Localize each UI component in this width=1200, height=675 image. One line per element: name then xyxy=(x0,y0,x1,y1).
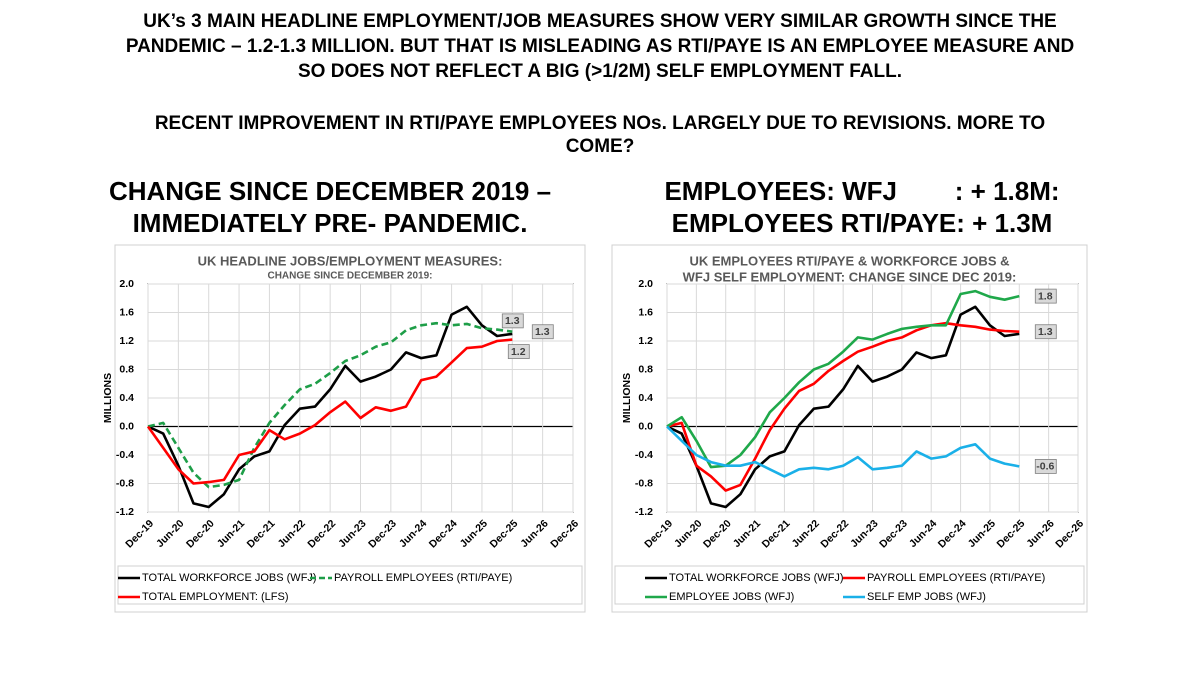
legend-label: PAYROLL EMPLOYEES (RTI/PAYE) xyxy=(867,572,1045,584)
legend-label: PAYROLL EMPLOYEES (RTI/PAYE) xyxy=(334,572,512,584)
series-line xyxy=(666,305,1020,509)
y-tick-label: 0.4 xyxy=(638,392,653,404)
value-label-box xyxy=(1034,324,1057,340)
chart-title: UK EMPLOYEES RTI/PAYE & WORKFORCE JOBS & xyxy=(690,253,1010,268)
value-label: 1.3 xyxy=(535,326,550,338)
y-axis-label: MILLIONS xyxy=(102,373,114,423)
legend-label: SELF EMP JOBS (WFJ) xyxy=(867,591,986,603)
headline: SO DOES NOT REFLECT A BIG (>1/2M) SELF E… xyxy=(298,61,902,82)
y-tick-label: -1.2 xyxy=(635,506,653,518)
legend-label: TOTAL EMPLOYMENT: (LFS) xyxy=(142,591,289,603)
y-axis-label: MILLIONS xyxy=(621,373,633,423)
y-tick-label: -0.8 xyxy=(635,477,653,489)
section-heading: IMMEDIATELY PRE- PANDEMIC. xyxy=(133,208,528,238)
value-label: 1.3 xyxy=(505,315,520,327)
section-heading: CHANGE SINCE DECEMBER 2019 – xyxy=(109,176,551,206)
headline: UK’s 3 MAIN HEADLINE EMPLOYMENT/JOB MEAS… xyxy=(143,11,1056,32)
y-tick-label: -0.4 xyxy=(635,449,653,461)
subheadline: RECENT IMPROVEMENT IN RTI/PAYE EMPLOYEES… xyxy=(155,113,1045,134)
y-tick-label: 0.4 xyxy=(119,392,134,404)
y-tick-label: 2.0 xyxy=(119,278,134,290)
series-line xyxy=(666,321,1020,492)
headline: PANDEMIC – 1.2-1.3 MILLION. BUT THAT IS … xyxy=(126,36,1074,57)
section-heading: EMPLOYEES: WFJ : + 1.8M: xyxy=(664,176,1059,206)
legend-frame xyxy=(614,565,1085,605)
y-tick-label: -0.4 xyxy=(116,449,134,461)
y-tick-label: 1.6 xyxy=(638,306,653,318)
y-tick-label: 0.0 xyxy=(638,420,653,432)
y-tick-label: 1.2 xyxy=(638,335,653,347)
y-tick-label: 0.8 xyxy=(119,363,134,375)
y-tick-label: 0.8 xyxy=(638,363,653,375)
value-label-box xyxy=(507,344,530,359)
subheadline: COME? xyxy=(566,136,635,157)
value-label: 1.2 xyxy=(511,346,526,358)
value-label-box xyxy=(1034,288,1057,304)
legend-label: TOTAL WORKFORCE JOBS (WFJ) xyxy=(142,572,317,584)
value-label-box xyxy=(1034,458,1057,474)
legend-label: TOTAL WORKFORCE JOBS (WFJ) xyxy=(669,572,844,584)
chart-title: UK HEADLINE JOBS/EMPLOYMENT MEASURES: xyxy=(198,253,503,268)
y-tick-label: 1.2 xyxy=(119,335,134,347)
chart-title: WFJ SELF EMPLOYMENT: CHANGE SINCE DEC 20… xyxy=(683,269,1017,284)
value-label: -0.6 xyxy=(1036,461,1054,473)
y-tick-label: 2.0 xyxy=(638,278,653,290)
series-line xyxy=(146,338,513,485)
legend-frame xyxy=(117,565,583,605)
section-heading: EMPLOYEES RTI/PAYE: + 1.3M xyxy=(672,208,1053,238)
y-tick-label: -1.2 xyxy=(116,506,134,518)
value-label-box xyxy=(501,313,524,329)
y-tick-label: 0.0 xyxy=(119,420,134,432)
series-line xyxy=(147,321,513,489)
value-label: 1.8 xyxy=(1038,290,1053,302)
series-line xyxy=(147,305,513,509)
y-tick-label: 1.6 xyxy=(119,306,134,318)
chart-frame xyxy=(114,244,586,613)
value-label: 1.3 xyxy=(1038,326,1053,338)
value-label-box xyxy=(531,324,554,340)
legend-label: EMPLOYEE JOBS (WFJ) xyxy=(669,591,794,603)
y-tick-label: -0.8 xyxy=(116,477,134,489)
chart-subtitle: CHANGE SINCE DECEMBER 2019: xyxy=(267,271,432,282)
series-line xyxy=(666,425,1020,478)
chart-frame xyxy=(611,244,1088,613)
